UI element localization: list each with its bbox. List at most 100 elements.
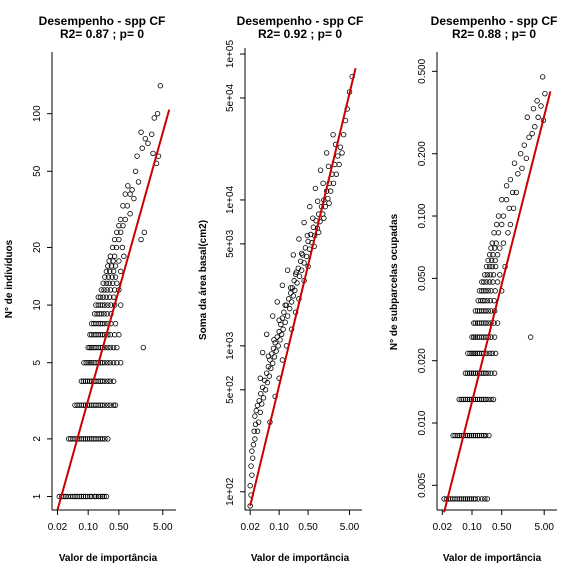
panel-2-y-tick-label: 1e+02 [225,477,236,506]
panel-1-fit-line [56,109,171,511]
panel-2-point [314,198,321,204]
panel-1-point [110,258,116,264]
panel-3-point [456,396,462,403]
panel-3-y-tick-label: 0.050 [417,265,428,290]
panel-1: Desempenho - spp CF R2= 0.87 ; p= 0 Valo… [4,14,176,564]
panel-3-point [472,496,479,502]
panel-3-y-tick-label: 0.500 [417,58,428,83]
panel-1-point [70,436,76,442]
panel-1-point [117,216,124,223]
panel-1-point [101,493,107,500]
panel-1-point [108,302,114,308]
panel-2-y-tick-label: 5e+03 [225,229,236,258]
panel-1-point [151,115,157,121]
panel-1-point [110,402,117,408]
panel-1-y-tick-label: 10 [32,299,43,311]
panel-3-point [479,288,485,294]
panel-1-point [105,274,112,280]
panel-1-point [121,253,127,259]
panel-3-point [488,308,494,314]
panel-1-point [132,168,139,174]
panel-2-point [281,309,287,315]
panel-3-point [538,103,544,109]
panel-1-point [117,360,124,366]
panel-2-point [252,413,258,419]
panel-3-y-tick-label: 0.200 [417,141,428,166]
panel-2-point [249,448,255,454]
panel-2-point [257,409,263,416]
panel-2-point [337,144,344,150]
panel-1-point [104,287,110,293]
panel-3-point [492,350,499,357]
panel-3-point [481,279,487,285]
panel-1-point [110,360,117,366]
panel-3-point [477,297,484,304]
panel-3-point [470,432,477,439]
panel-2-point [263,370,270,376]
panel-1-point [99,332,106,338]
panel-3-point [483,263,490,270]
panel-2-y-tick-label: 1e+05 [225,40,236,69]
panel-3-point [488,245,494,251]
panel-2-point [270,313,276,319]
panel-3-title: Desempenho - spp CF [431,14,558,28]
panel-1-point [117,268,124,275]
panel-1-point [83,360,89,366]
panel-1-y-tick-label: 5 [32,359,43,365]
panel-1-point [95,332,101,338]
panel-3-point [487,272,494,278]
panel-3-point [482,297,488,304]
panel-1-point [82,436,89,442]
panel-3-point [494,279,501,285]
panel-3-point [471,350,477,357]
panel-2-point [266,373,273,379]
panel-3-point [513,189,519,196]
panel-1-point [76,493,83,500]
panel-1-point [150,150,156,157]
panel-1-point [145,140,151,147]
panel-1-point [139,145,145,151]
panel-3-point [466,432,473,439]
panel-1-point [108,263,115,269]
panel-2-point [254,428,261,434]
panel-2-point [260,395,267,401]
panel-1-x-tick-label: 5.00 [153,522,173,533]
panel-2-point [296,273,303,279]
panel-2-point [301,219,307,226]
panel-1-point [87,332,93,338]
panel-3-point [492,288,498,294]
panel-3-point [450,432,456,439]
panel-2-point [330,180,337,187]
panel-1-point [138,129,144,135]
panel-1-point [114,360,120,366]
panel-1-point [110,268,117,275]
panel-1-point [102,402,108,408]
panel-3-point [486,350,493,357]
panel-3-point [485,396,491,403]
panel-2-point [278,331,285,338]
panel-1-point [87,344,93,351]
panel-1-point [125,183,131,189]
panel-3-point [479,396,485,403]
panel-1-point [80,378,87,384]
panel-3-point [486,432,492,439]
panel-1-point [99,360,106,366]
panel-2-fit-line [249,67,357,507]
panel-1-point [157,83,164,89]
panel-3-point [481,432,487,439]
panel-1-point [95,320,101,327]
panel-2-point [259,401,265,407]
panel-3-point [468,496,475,502]
panel-2-point [294,280,300,286]
panel-3-point [483,279,490,285]
panel-1-point [106,280,112,286]
panel-1-y-tick-label: 50 [32,165,43,177]
panel-1-point [78,378,85,384]
panel-1-point [102,436,108,442]
panel-3-point [493,221,500,228]
panel-3-ylabel: N° de subparcelas ocupadas [389,213,400,350]
panel-2-point [330,132,336,138]
panel-2-point [290,293,297,299]
panel-2-point [308,231,314,238]
panel-1-point [80,493,87,500]
